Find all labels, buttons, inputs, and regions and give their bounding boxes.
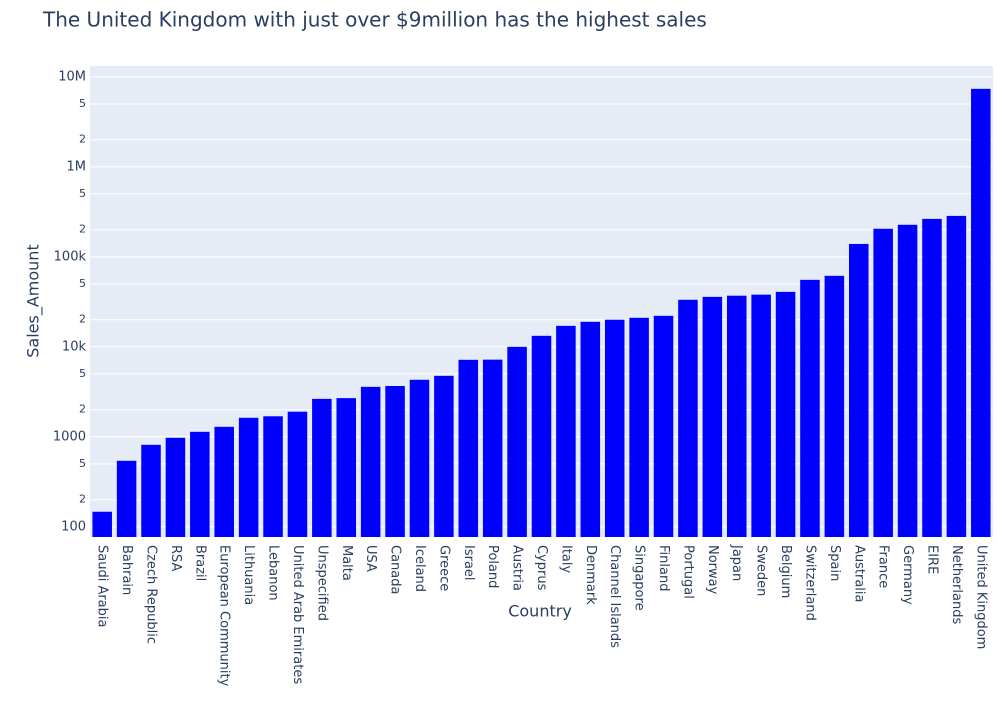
bar	[775, 291, 796, 537]
y-tick-label: 100k	[54, 249, 87, 264]
bar	[629, 317, 649, 537]
bar	[165, 437, 186, 537]
bar	[116, 460, 137, 537]
x-tick-label: Lithuania	[241, 545, 256, 605]
y-tick-label: 2	[79, 493, 86, 506]
y-tick-label: 10k	[62, 339, 87, 354]
bar	[726, 295, 747, 537]
x-tick-label: Italy	[558, 545, 573, 574]
x-tick-label: Norway	[705, 545, 720, 595]
x-tick-label: Israel	[461, 545, 476, 581]
bar	[287, 411, 308, 537]
bar	[922, 218, 942, 538]
y-tick-label: 5	[79, 187, 86, 200]
x-tick-label: Germany	[900, 545, 915, 605]
y-tick-label: 2	[79, 403, 86, 416]
y-tick-label: 10M	[58, 69, 86, 84]
x-tick-label: Brazil	[192, 545, 207, 581]
y-tick-label: 2	[79, 133, 86, 146]
bar	[897, 224, 918, 538]
bar	[556, 325, 576, 537]
x-tick-label: Denmark	[583, 545, 598, 605]
x-tick-label: Portugal	[680, 545, 695, 599]
bar	[92, 511, 112, 537]
bar	[141, 444, 161, 537]
y-tick-label: 1000	[53, 429, 86, 444]
y-tick-label: 2	[79, 313, 86, 326]
x-tick-label: European Community	[217, 545, 232, 687]
x-tick-label: Czech Republic	[144, 545, 159, 644]
x-tick-label: Japan	[729, 544, 744, 581]
x-tick-label: USA	[363, 545, 378, 572]
x-tick-label: Saudi Arabia	[95, 545, 110, 628]
x-tick-label: Belgium	[778, 545, 793, 598]
bar	[971, 88, 991, 537]
x-tick-label: Greece	[436, 545, 451, 591]
bar	[312, 398, 332, 537]
x-tick-label: Cyprus	[534, 545, 549, 591]
chart-title: The United Kingdom with just over $9mill…	[42, 8, 707, 32]
bar	[434, 375, 454, 537]
bar	[800, 279, 820, 537]
x-tick-label: Finland	[656, 545, 671, 591]
bar	[873, 228, 893, 537]
bar	[702, 296, 723, 537]
x-tick-label: Switzerland	[802, 545, 817, 621]
bar	[263, 416, 283, 537]
bar	[238, 417, 259, 537]
bar	[482, 359, 503, 537]
x-axis-title: Country	[508, 602, 572, 621]
bar	[824, 275, 845, 537]
bar	[946, 215, 967, 537]
x-tick-label: Iceland	[412, 545, 427, 592]
x-tick-label: Lebanon	[266, 545, 281, 601]
y-tick-label: 5	[79, 97, 86, 110]
x-tick-label: Malta	[339, 545, 354, 581]
bar	[507, 346, 527, 537]
bar	[849, 243, 869, 537]
y-tick-label: 2	[79, 223, 86, 236]
bar	[653, 315, 674, 537]
x-tick-label: France	[876, 545, 891, 588]
x-tick-label: United Arab Emirates	[290, 545, 305, 684]
x-tick-label: Sweden	[754, 545, 769, 596]
x-tick-label: Bahrain	[119, 545, 134, 595]
bar	[531, 335, 552, 537]
y-tick-label: 100	[61, 519, 86, 534]
x-tick-label: Unspecified	[314, 545, 329, 621]
y-tick-label: 5	[79, 277, 86, 290]
x-tick-label: Netherlands	[949, 545, 964, 624]
x-tick-label: EIRE	[924, 545, 939, 574]
x-tick-label: Poland	[485, 545, 500, 588]
x-tick-label: United Kingdom	[973, 545, 988, 649]
bar	[751, 294, 771, 537]
x-tick-label: Singapore	[632, 545, 647, 611]
bar	[360, 386, 381, 537]
bar	[604, 319, 625, 537]
x-tick-label: Austria	[510, 545, 525, 591]
bar	[385, 385, 405, 537]
bar	[580, 321, 601, 537]
y-tick-label: 5	[79, 367, 86, 380]
bar	[214, 426, 234, 537]
y-tick-label: 5	[79, 457, 86, 470]
y-tick-label: 1M	[67, 159, 87, 174]
x-tick-label: Australia	[851, 545, 866, 603]
y-axis-title: Sales_Amount	[24, 244, 44, 357]
x-tick-label: Canada	[388, 545, 403, 594]
x-tick-label: Channel Islands	[607, 545, 622, 648]
bar	[336, 398, 357, 537]
x-tick-label: Spain	[827, 545, 842, 581]
bar	[458, 359, 479, 537]
bar	[190, 431, 210, 537]
x-tick-label: RSA	[168, 545, 183, 572]
bar	[678, 299, 698, 537]
bar	[409, 379, 430, 537]
